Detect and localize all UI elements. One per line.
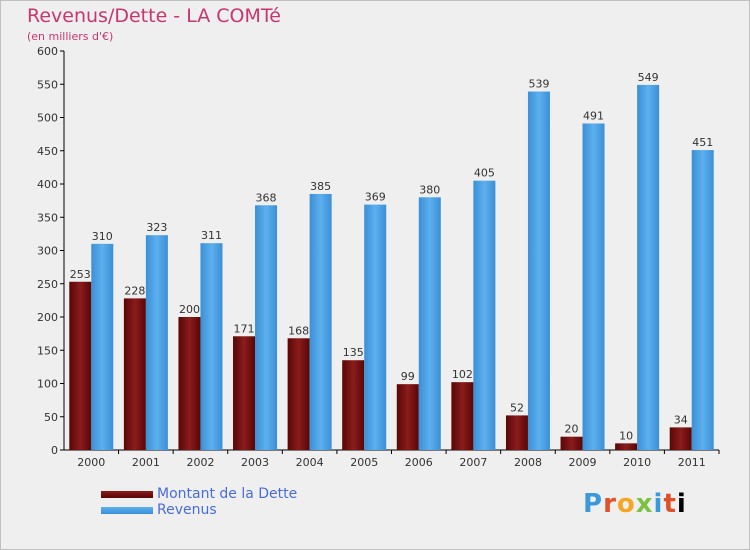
bar-revenus xyxy=(255,205,278,450)
legend-swatch-debt xyxy=(101,491,153,498)
x-tick-label: 2005 xyxy=(350,456,378,469)
x-tick-label: 2010 xyxy=(623,456,651,469)
bar-revenus xyxy=(364,204,387,450)
bar-revenus xyxy=(418,197,441,450)
bar-revenus xyxy=(473,180,496,451)
bar-revenus xyxy=(691,150,714,450)
bar-revenus xyxy=(145,235,168,450)
bar-debt xyxy=(505,415,528,450)
data-label-revenus: 539 xyxy=(528,78,549,91)
bar-debt xyxy=(178,317,201,450)
y-tick-label: 200 xyxy=(37,311,58,324)
data-label-revenus: 368 xyxy=(256,191,277,204)
bar-revenus xyxy=(309,193,332,450)
data-label-debt: 253 xyxy=(70,268,91,281)
y-tick-label: 450 xyxy=(37,145,58,158)
bar-revenus xyxy=(582,123,605,451)
x-tick-label: 2001 xyxy=(132,456,160,469)
data-label-debt: 34 xyxy=(674,413,688,426)
data-label-revenus: 451 xyxy=(692,136,713,149)
data-label-revenus: 311 xyxy=(201,229,222,242)
data-label-debt: 200 xyxy=(179,303,200,316)
data-label-debt: 10 xyxy=(619,429,633,442)
y-tick-label: 600 xyxy=(37,45,58,58)
x-tick-label: 2008 xyxy=(514,456,542,469)
data-label-debt: 228 xyxy=(124,284,145,297)
x-tick-label: 2003 xyxy=(241,456,269,469)
y-tick-label: 150 xyxy=(37,344,58,357)
x-tick-label: 2011 xyxy=(678,456,706,469)
data-label-debt: 168 xyxy=(288,324,309,337)
y-tick-label: 100 xyxy=(37,378,58,391)
data-label-debt: 52 xyxy=(510,401,524,414)
data-label-debt: 20 xyxy=(565,423,579,436)
legend-label-debt: Montant de la Dette xyxy=(157,486,298,502)
data-label-revenus: 380 xyxy=(419,183,440,196)
data-label-revenus: 549 xyxy=(638,71,659,84)
bar-debt xyxy=(287,338,310,450)
data-label-debt: 102 xyxy=(452,368,473,381)
bar-debt xyxy=(69,281,92,450)
bar-debt xyxy=(396,384,419,450)
chart-subtitle: (en milliers d'€) xyxy=(27,30,114,43)
legend-swatch-revenus xyxy=(101,507,153,514)
data-label-revenus: 385 xyxy=(310,180,331,193)
data-label-revenus: 491 xyxy=(583,109,604,122)
y-tick-label: 500 xyxy=(37,112,58,125)
data-label-revenus: 310 xyxy=(92,230,113,243)
x-tick-label: 2004 xyxy=(296,456,324,469)
bar-revenus xyxy=(637,84,660,450)
data-label-debt: 99 xyxy=(401,370,415,383)
bars xyxy=(69,84,714,451)
data-label-debt: 171 xyxy=(234,322,255,335)
y-tick-label: 550 xyxy=(37,78,58,91)
data-label-revenus: 323 xyxy=(146,221,167,234)
bar-debt xyxy=(233,336,256,450)
x-tick-label: 2006 xyxy=(405,456,433,469)
bar-revenus xyxy=(91,243,114,450)
y-tick-label: 400 xyxy=(37,178,58,191)
bar-revenus xyxy=(527,91,550,450)
bar-debt xyxy=(123,298,146,450)
x-tick-label: 2009 xyxy=(569,456,597,469)
y-tick-label: 50 xyxy=(44,411,58,424)
y-tick-label: 0 xyxy=(51,444,58,457)
x-tick-label: 2000 xyxy=(77,456,105,469)
y-tick-label: 250 xyxy=(37,278,58,291)
data-labels: 253 310 228 323 200 311 171 368 168 385 135 369 99 38… xyxy=(70,71,713,442)
bar-debt xyxy=(451,382,474,450)
x-tick-label: 2002 xyxy=(186,456,214,469)
data-label-revenus: 405 xyxy=(474,167,495,180)
bar-debt xyxy=(615,443,638,450)
y-tick-label: 350 xyxy=(37,211,58,224)
data-label-revenus: 369 xyxy=(365,191,386,204)
chart-title: Revenus/Dette - LA COMTé xyxy=(27,5,281,27)
data-label-debt: 135 xyxy=(343,346,364,359)
y-tick-label: 300 xyxy=(37,245,58,258)
bar-debt xyxy=(669,427,692,450)
x-tick-label: 2007 xyxy=(459,456,487,469)
legend-label-revenus: Revenus xyxy=(157,502,217,518)
bar-debt xyxy=(560,436,583,450)
bar-revenus xyxy=(200,243,223,450)
proxiti-logo: Proxiti xyxy=(583,489,687,519)
axes: 0 50 100 150 200 250 300 350 400 450 500 550 600 2000… xyxy=(37,45,720,469)
bar-debt xyxy=(342,360,365,450)
